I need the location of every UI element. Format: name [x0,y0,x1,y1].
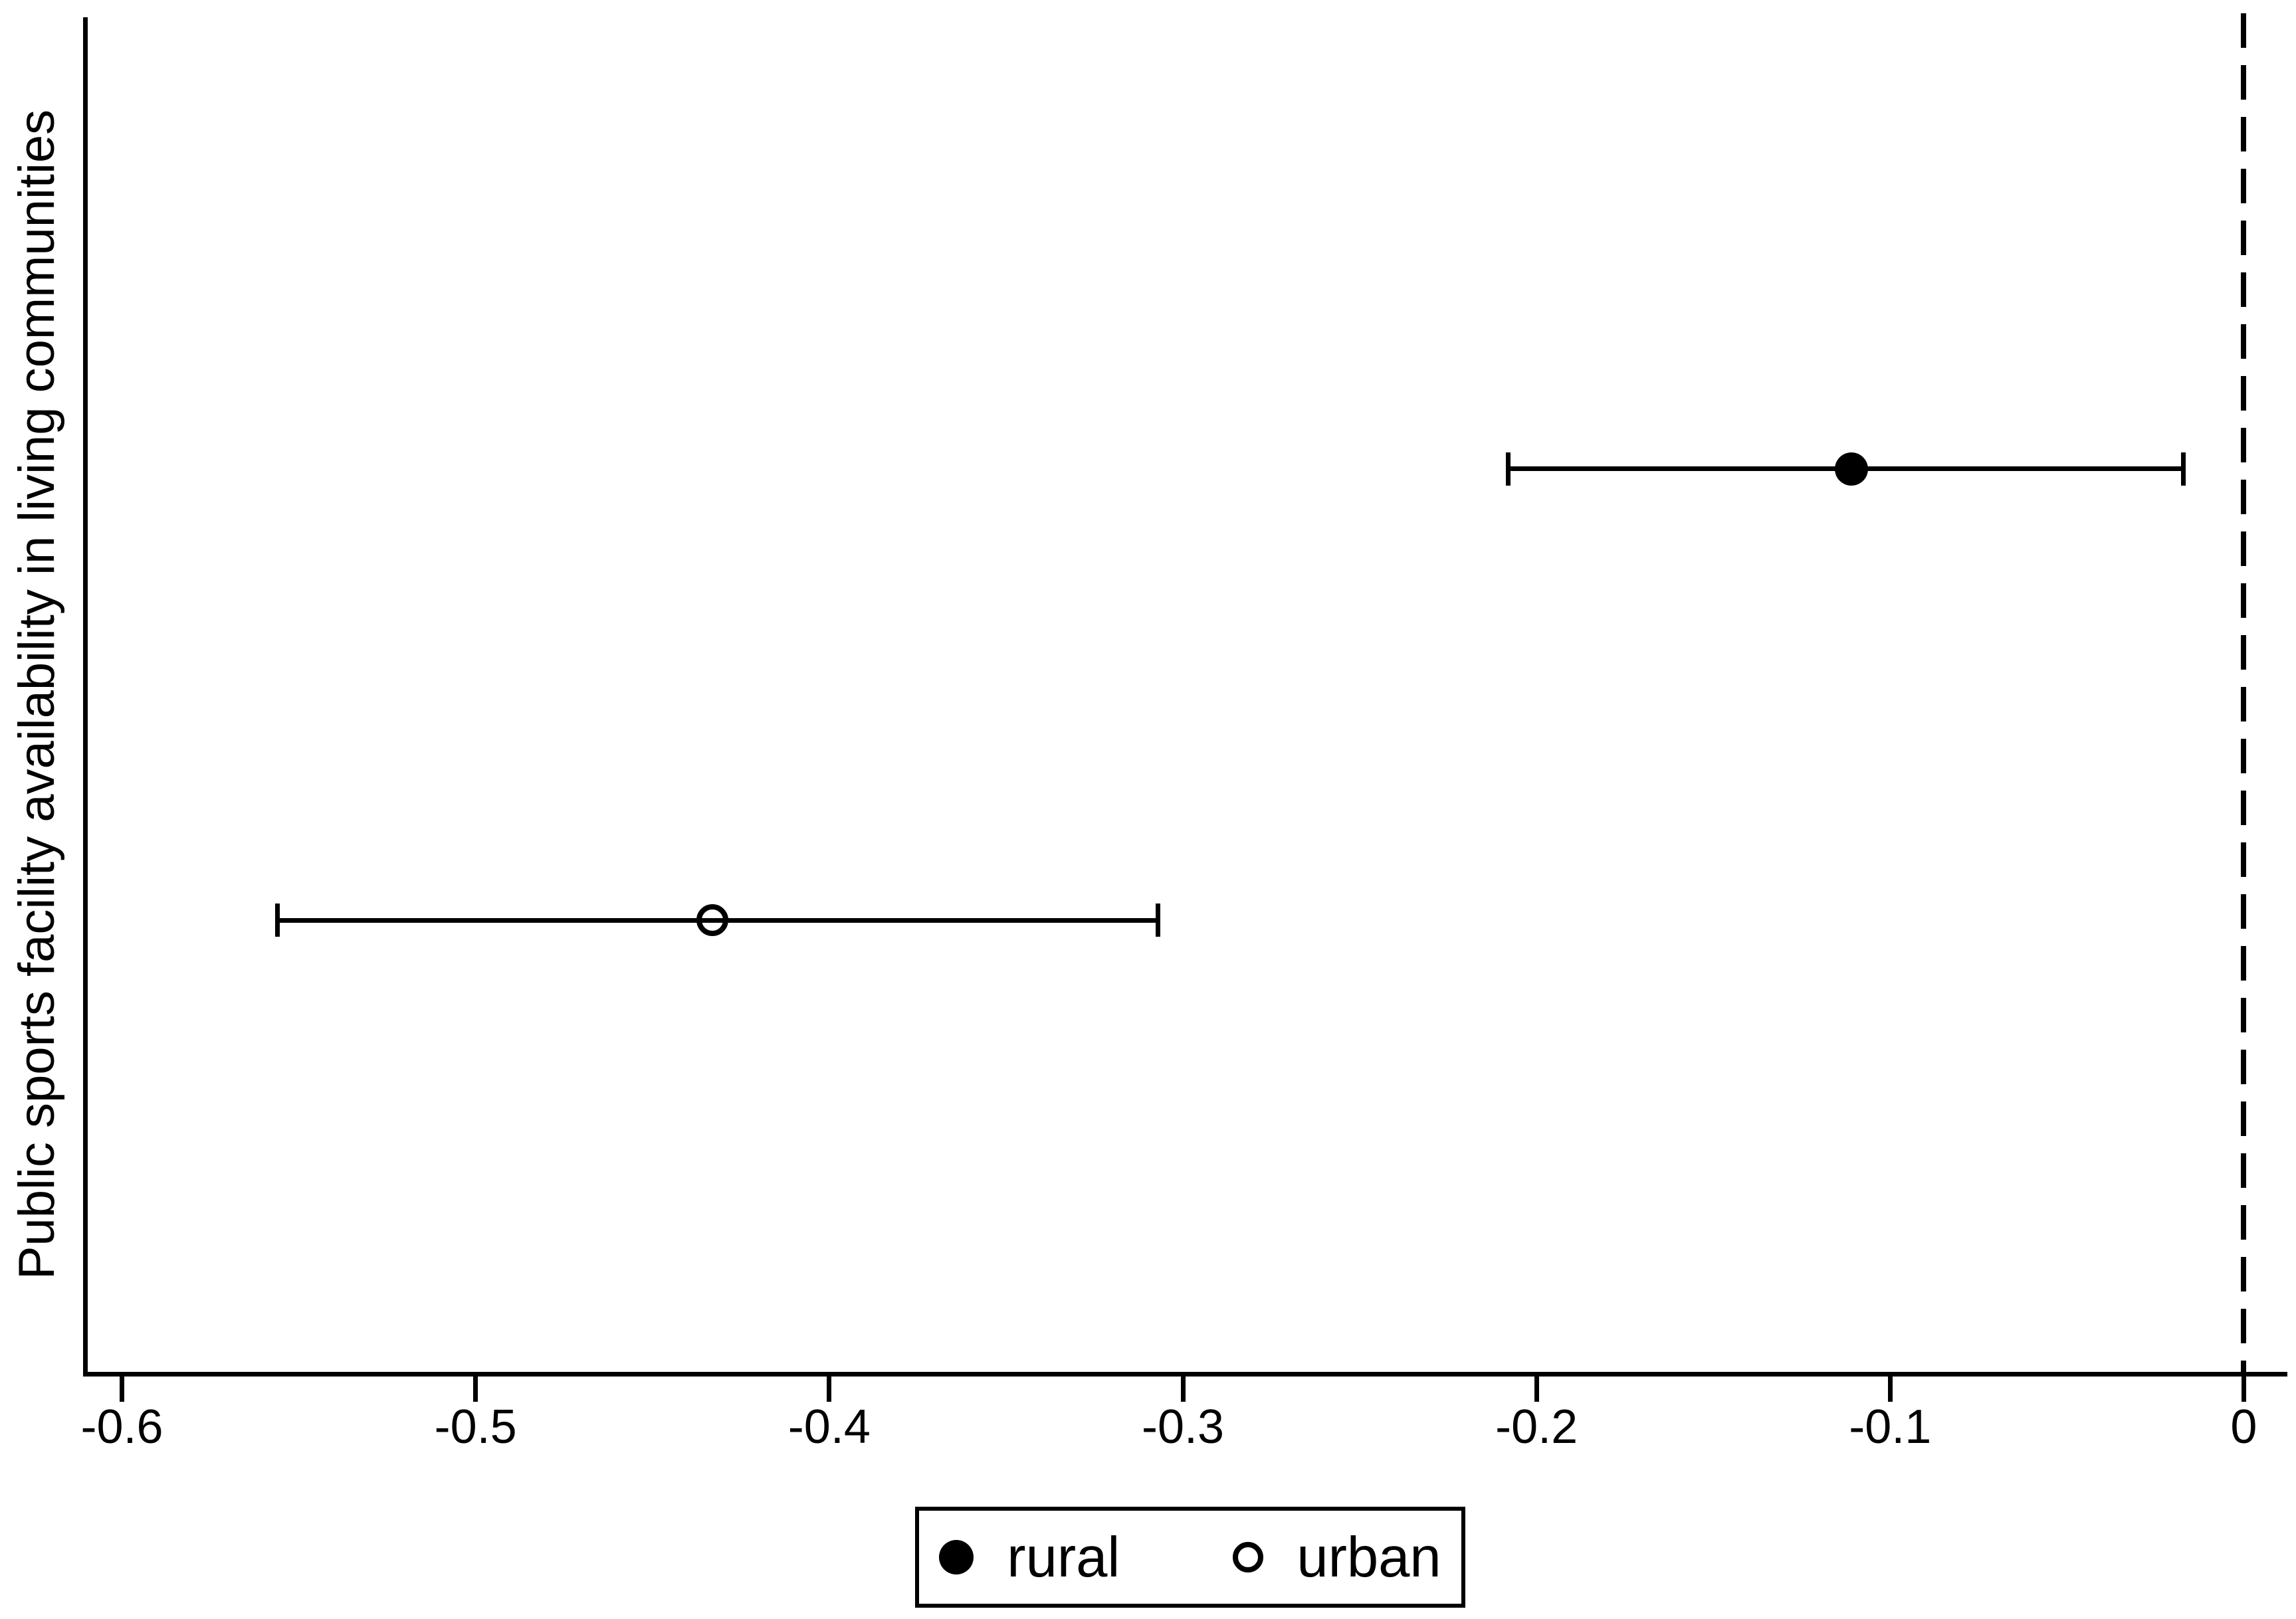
legend-label-rural: rural [1007,1525,1120,1589]
open-circle-icon [1233,1542,1264,1572]
x-axis-tick [1534,1377,1539,1402]
legend-label-urban: urban [1297,1525,1441,1589]
x-axis-tick-label: -0.5 [434,1400,517,1454]
zero-reference-line [2241,13,2247,1377]
x-axis-tick [120,1377,125,1402]
rural-ci-cap-high [2181,452,2186,486]
legend-entry-rural: rural [939,1529,1120,1586]
y-axis-label: Public sports facility availability in l… [9,109,66,1280]
x-axis-tick-label: -0.4 [787,1400,871,1454]
plot-area [83,17,2287,1377]
x-axis-tick [1180,1377,1186,1402]
x-axis-tick-label: -0.6 [80,1400,163,1454]
urban-ci-cap-high [1156,904,1161,937]
urban-marker [696,904,729,937]
x-axis-tick-label: -0.1 [1849,1400,1932,1454]
x-axis-tick-label: 0 [2230,1400,2257,1454]
filled-circle-icon [939,1540,974,1574]
x-axis-tick-label: -0.3 [1141,1400,1225,1454]
x-axis-tick [473,1377,478,1402]
y-axis-label-container: Public sports facility availability in l… [5,17,69,1372]
legend-entry-urban: urban [1233,1529,1441,1586]
rural-ci-cap-low [1506,452,1511,486]
x-axis-tick [2241,1377,2246,1402]
x-axis-tick [1887,1377,1893,1402]
urban-ci-cap-low [275,904,280,937]
rural-marker [1834,452,1868,486]
x-axis-tick-label: -0.2 [1495,1400,1578,1454]
legend: rural urban [915,1507,1465,1608]
x-axis-tick [827,1377,832,1402]
